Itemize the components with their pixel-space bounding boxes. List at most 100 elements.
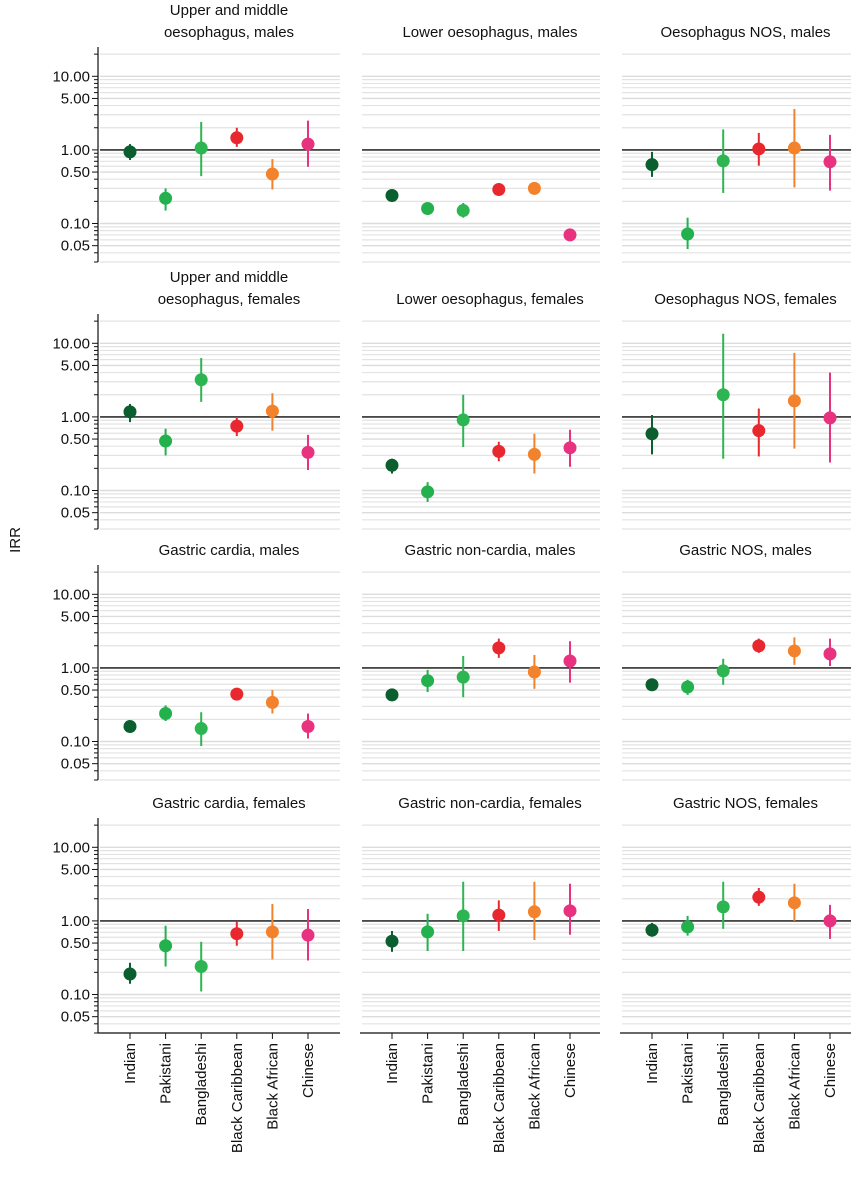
panel-title: oesophagus, males (164, 24, 294, 41)
point (492, 444, 506, 458)
point (716, 154, 730, 168)
point (385, 189, 399, 203)
y-tick-label: 0.05 (61, 505, 90, 522)
x-tick-label: Indian (384, 1043, 401, 1084)
point (823, 411, 837, 425)
panel-title: Oesophagus NOS, males (660, 24, 830, 41)
point (194, 960, 208, 974)
panel-title: Gastric cardia, males (159, 542, 300, 559)
point (421, 201, 435, 215)
y-tick-label: 10.00 (52, 68, 90, 85)
y-tick-label: 5.00 (61, 90, 90, 107)
point (230, 131, 244, 145)
panel-title: oesophagus, females (158, 291, 301, 308)
y-tick-label: 0.10 (61, 987, 90, 1004)
point (265, 404, 279, 418)
point (230, 419, 244, 433)
point (716, 664, 730, 678)
point (716, 388, 730, 402)
y-tick-label: 0.50 (61, 164, 90, 181)
point (752, 890, 766, 904)
point (563, 904, 577, 918)
panel-title: Lower oesophagus, males (402, 24, 577, 41)
point (123, 405, 137, 419)
point (159, 707, 173, 721)
point (563, 441, 577, 455)
x-tick-label: Indian (122, 1043, 139, 1084)
point (123, 719, 137, 733)
point (716, 900, 730, 914)
x-tick-label: Bangladeshi (715, 1043, 732, 1126)
y-tick-label: 0.50 (61, 431, 90, 448)
panel-title: Gastric non-cardia, males (405, 542, 576, 559)
y-tick-label: 0.50 (61, 682, 90, 699)
point (301, 928, 315, 942)
point (421, 925, 435, 939)
point (823, 914, 837, 928)
x-tick-label: Black African (526, 1043, 543, 1130)
point (265, 695, 279, 709)
point (301, 719, 315, 733)
point (681, 920, 695, 934)
point (752, 142, 766, 156)
y-tick-label: 5.00 (61, 608, 90, 625)
point (787, 394, 801, 408)
point (645, 158, 659, 172)
point (681, 680, 695, 694)
x-tick-label: Pakistani (420, 1043, 437, 1104)
point (194, 141, 208, 155)
y-axis-label: IRR (7, 527, 24, 553)
point (123, 145, 137, 159)
panel-title: Oesophagus NOS, females (654, 291, 837, 308)
point (385, 934, 399, 948)
point (787, 644, 801, 658)
y-tick-label: 1.00 (61, 142, 90, 159)
panel-title: Gastric cardia, females (152, 795, 305, 812)
point (563, 654, 577, 668)
point (194, 722, 208, 736)
point (527, 181, 541, 195)
point (492, 641, 506, 655)
point (385, 458, 399, 472)
x-tick-label: Bangladeshi (455, 1043, 472, 1126)
x-tick-label: Bangladeshi (193, 1043, 210, 1126)
point (456, 204, 470, 218)
panel-title: Lower oesophagus, females (396, 291, 584, 308)
point (385, 688, 399, 702)
x-tick-label: Pakistani (158, 1043, 175, 1104)
point (681, 227, 695, 241)
point (123, 967, 137, 981)
x-tick-label: Indian (644, 1043, 661, 1084)
y-tick-label: 0.10 (61, 734, 90, 751)
y-tick-label: 10.00 (52, 586, 90, 603)
y-tick-label: 0.05 (61, 756, 90, 773)
point (159, 939, 173, 953)
point (787, 896, 801, 910)
y-tick-label: 1.00 (61, 409, 90, 426)
point (787, 141, 801, 155)
point (527, 905, 541, 919)
x-tick-label: Black Caribbean (491, 1043, 508, 1153)
panel-title: Gastric NOS, females (673, 795, 818, 812)
point (645, 678, 659, 692)
y-tick-label: 0.05 (61, 238, 90, 255)
point (492, 908, 506, 922)
x-tick-label: Black Caribbean (751, 1043, 768, 1153)
point (823, 647, 837, 661)
point (301, 137, 315, 151)
panel-title: Upper and middle (170, 2, 288, 19)
point (456, 909, 470, 923)
point (265, 167, 279, 181)
point (421, 674, 435, 688)
y-tick-label: 0.05 (61, 1009, 90, 1026)
y-tick-label: 1.00 (61, 660, 90, 677)
panel-title: Gastric NOS, males (679, 542, 812, 559)
x-tick-label: Chinese (562, 1043, 579, 1098)
y-tick-label: 0.10 (61, 483, 90, 500)
point (645, 427, 659, 441)
point (230, 687, 244, 701)
y-tick-label: 10.00 (52, 839, 90, 856)
x-tick-label: Black African (786, 1043, 803, 1130)
panel-title: Gastric non-cardia, females (398, 795, 581, 812)
